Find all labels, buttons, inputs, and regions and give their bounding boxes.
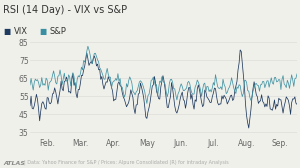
Text: ■: ■ (3, 27, 10, 36)
Text: ■: ■ (39, 27, 46, 36)
Text: RSI (14 Day) - VIX vs S&P: RSI (14 Day) - VIX vs S&P (3, 5, 127, 15)
Text: ATLAS: ATLAS (3, 161, 25, 166)
Text: S&P: S&P (50, 27, 66, 36)
Text: VIX: VIX (14, 27, 28, 36)
Text: | Data: Yahoo Finance for S&P / Prices: Alpure Consolidated (R) for intraday Ana: | Data: Yahoo Finance for S&P / Prices: … (24, 159, 229, 165)
